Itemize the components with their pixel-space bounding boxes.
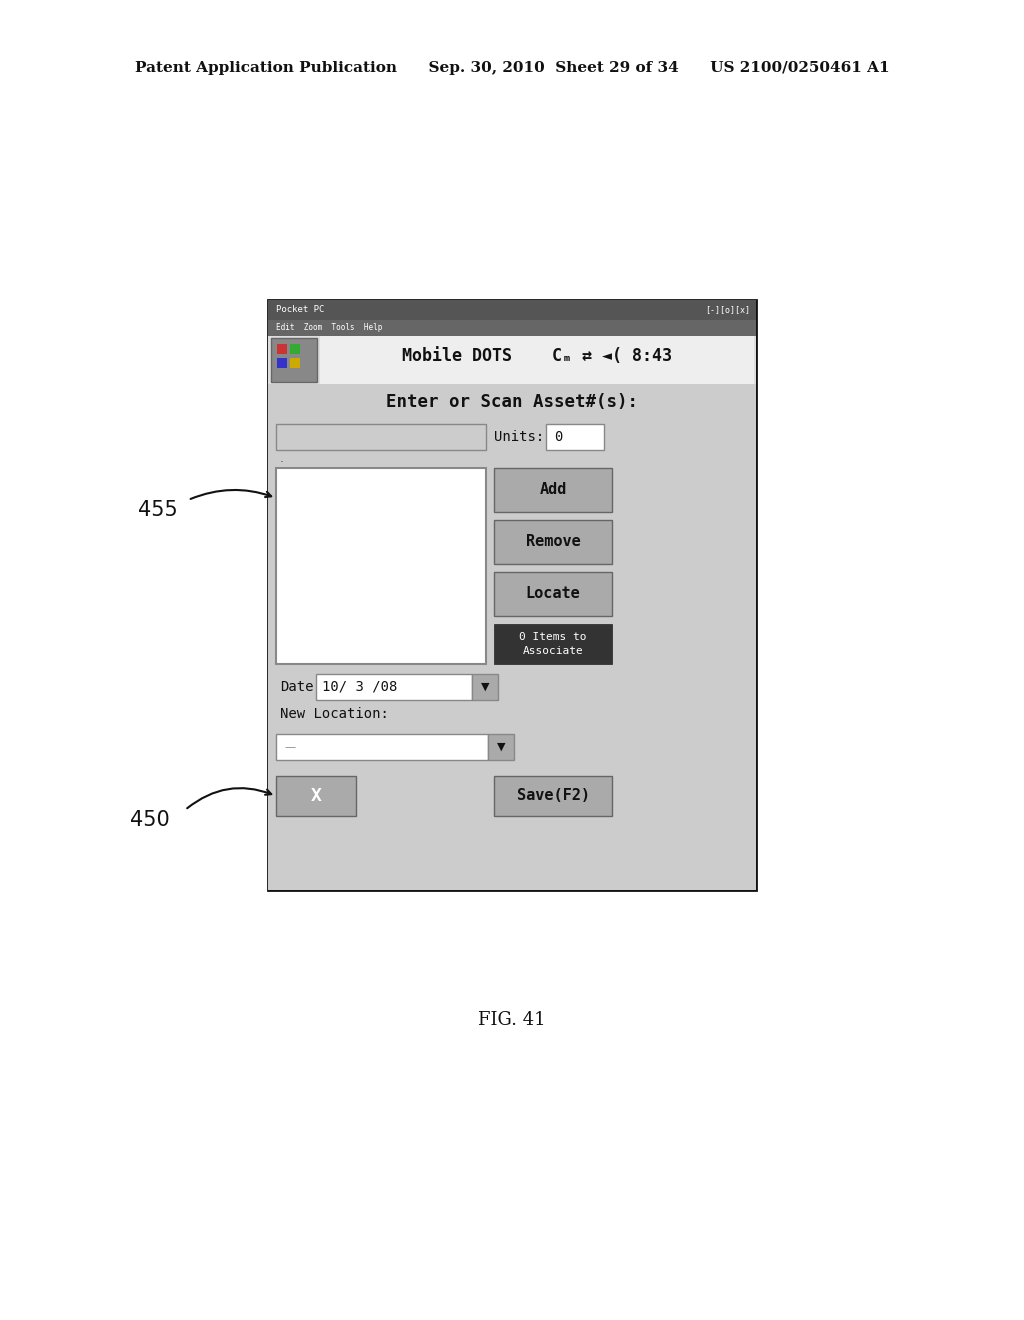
Text: Add: Add xyxy=(540,483,566,498)
Text: 455: 455 xyxy=(138,500,178,520)
Text: Patent Application Publication      Sep. 30, 2010  Sheet 29 of 34      US 2100/0: Patent Application Publication Sep. 30, … xyxy=(135,61,889,75)
Text: 0: 0 xyxy=(554,430,562,444)
Bar xyxy=(276,776,356,816)
Text: [-][o][x]: [-][o][x] xyxy=(705,305,750,314)
Text: FIG. 41: FIG. 41 xyxy=(478,1011,546,1030)
Bar xyxy=(494,776,612,816)
Text: Edit  Zoom  Tools  Help: Edit Zoom Tools Help xyxy=(276,323,382,333)
Text: .: . xyxy=(280,451,284,465)
Text: X: X xyxy=(310,787,322,805)
Bar xyxy=(319,337,754,384)
Bar xyxy=(494,520,612,564)
Bar xyxy=(472,675,498,700)
Text: Pocket PC: Pocket PC xyxy=(276,305,325,314)
Text: Enter or Scan Asset#(s):: Enter or Scan Asset#(s): xyxy=(386,393,638,411)
Bar xyxy=(290,358,300,368)
Bar xyxy=(278,358,287,368)
Bar xyxy=(546,424,604,450)
Text: Mobile DOTS    Cₘ ⇄ ◄( 8:43: Mobile DOTS Cₘ ⇄ ◄( 8:43 xyxy=(402,347,672,366)
Bar xyxy=(290,345,300,354)
Bar xyxy=(278,345,287,354)
Bar xyxy=(494,624,612,664)
Text: ▼: ▼ xyxy=(497,742,505,752)
Text: 10/ 3 /08: 10/ 3 /08 xyxy=(322,680,397,694)
Text: Date: Date xyxy=(280,680,313,694)
Bar xyxy=(268,337,756,384)
Bar xyxy=(316,675,472,700)
Text: Save(F2): Save(F2) xyxy=(516,788,590,804)
Bar xyxy=(276,424,486,450)
Bar xyxy=(494,469,612,512)
Bar xyxy=(488,734,514,760)
Bar xyxy=(494,572,612,616)
Text: Units:: Units: xyxy=(494,430,544,444)
Text: Remove: Remove xyxy=(525,535,581,549)
Bar xyxy=(268,384,756,890)
Text: ▼: ▼ xyxy=(480,682,489,692)
Bar xyxy=(268,300,756,319)
Text: 450: 450 xyxy=(130,810,170,830)
Bar xyxy=(271,338,317,381)
Bar xyxy=(276,734,488,760)
Text: Locate: Locate xyxy=(525,586,581,602)
Bar xyxy=(276,469,486,664)
Text: New Location:: New Location: xyxy=(280,708,389,721)
Text: 0 Items to
Associate: 0 Items to Associate xyxy=(519,632,587,656)
Bar xyxy=(268,319,756,337)
Text: —: — xyxy=(284,742,295,752)
Bar xyxy=(268,300,756,890)
